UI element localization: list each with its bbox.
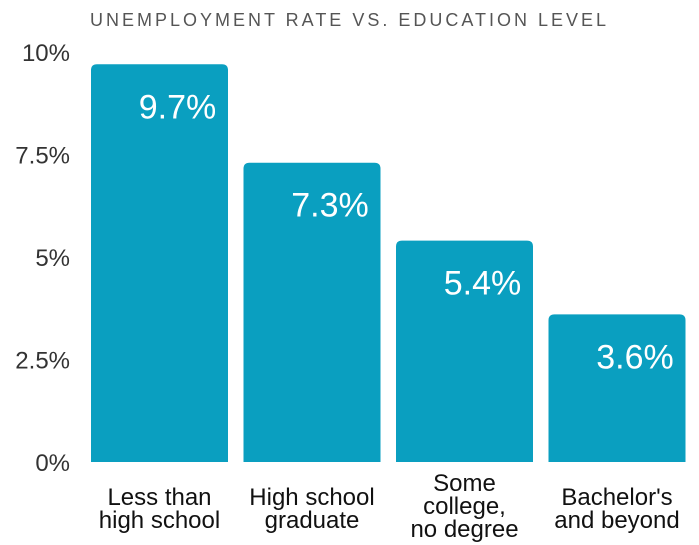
y-tick-label: 2.5%: [15, 348, 70, 375]
bar: [396, 240, 533, 462]
bar: [548, 314, 686, 462]
data-label: 3.6%: [596, 338, 674, 376]
bar: [243, 162, 381, 462]
data-labels: 9.7% 7.3% 5.4% 3.6%: [139, 88, 674, 376]
category-label: and beyond: [554, 507, 679, 534]
chart-title: UNEMPLOYMENT RATE VS. EDUCATION LEVEL: [89, 10, 610, 30]
category-label: Less than: [107, 484, 211, 511]
category-label: graduate: [265, 507, 360, 534]
bar: [91, 64, 228, 463]
category-label: high school: [99, 507, 220, 534]
category-label: no degree: [410, 516, 518, 543]
data-label: 5.4%: [444, 265, 522, 303]
y-tick-label: 7.5%: [15, 143, 70, 170]
bars: [91, 64, 686, 463]
y-tick-label: 0%: [35, 450, 70, 477]
data-label: 9.7%: [139, 88, 217, 126]
category-label: Some: [433, 470, 496, 497]
category-label: college,: [423, 493, 506, 520]
y-axis: 0% 2.5% 5% 7.5% 10%: [15, 40, 70, 477]
y-tick-label: 5%: [35, 245, 70, 272]
category-label: High school: [249, 484, 374, 511]
data-label: 7.3%: [291, 187, 369, 225]
category-label: Bachelor's: [561, 484, 672, 511]
y-tick-label: 10%: [22, 40, 70, 67]
